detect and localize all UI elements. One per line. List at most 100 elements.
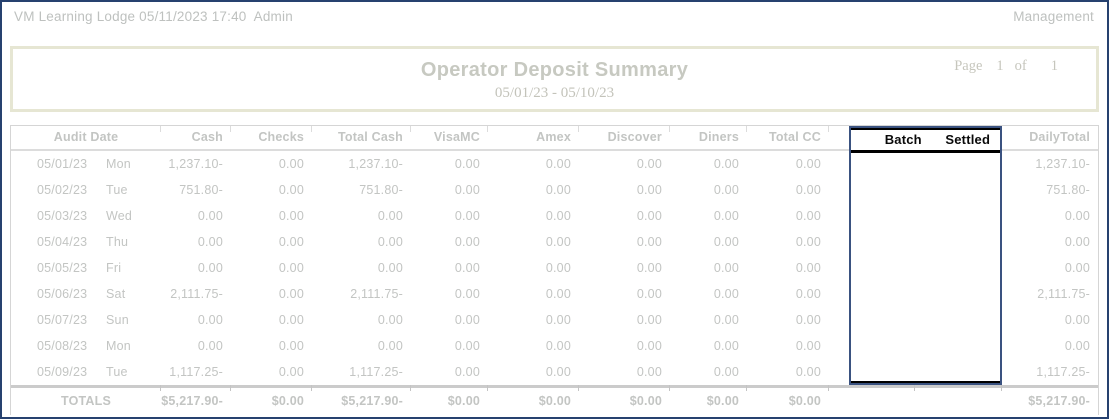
- cell-settled: [915, 255, 1002, 281]
- topbar: VM Learning Lodge 05/11/2023 17:40 Admin…: [2, 2, 1107, 24]
- column-header-visamc: VisaMC: [410, 126, 488, 149]
- cell-amex: 0.00: [545, 261, 571, 275]
- table-header-row: Audit Date Cash Checks Total Cash VisaMC Amex…: [11, 126, 1098, 151]
- cell-total_cash: 2,111.75-: [350, 287, 403, 301]
- cell-visamc: 0.00: [454, 287, 480, 301]
- audit-date: 05/05/23: [37, 261, 88, 275]
- cell-audit_date: 05/05/23 Fri: [11, 255, 161, 281]
- totals-amex: $0.00: [487, 385, 579, 415]
- cell-daily_total: 1,237.10-: [1035, 157, 1090, 171]
- cell-audit_date: 05/07/23 Sun: [11, 307, 161, 333]
- audit-day: Sun: [106, 313, 129, 327]
- cell-total_cash: 0.00: [377, 235, 403, 249]
- table-row: 05/02/23 Tue 751.80- 0.00 751.80- 0.00 0.00 0.0…: [11, 177, 1098, 203]
- report-header-band: Operator Deposit Summary 05/01/23 - 05/1…: [10, 46, 1099, 112]
- cell-diners: 0.00: [713, 183, 739, 197]
- cell-amex: 0.00: [545, 313, 571, 327]
- cell-diners: 0.00: [713, 313, 739, 327]
- cell-cash: 0.00: [197, 235, 223, 249]
- cell-amex: 0.00: [545, 157, 571, 171]
- cell-batch: [829, 307, 915, 333]
- cell-audit_date: 05/06/23 Sat: [11, 281, 161, 307]
- cell-settled: [915, 229, 1002, 255]
- totals-daily_total: $5,217.90-: [1001, 385, 1098, 415]
- report-title: Operator Deposit Summary: [420, 59, 689, 81]
- cell-total_cash: 0.00: [377, 261, 403, 275]
- column-header-diners: Diners: [669, 126, 747, 149]
- report-table: Audit Date Cash Checks Total Cash VisaMC Amex…: [10, 125, 1099, 415]
- audit-day: Thu: [106, 235, 129, 249]
- audit-date: 05/09/23: [37, 365, 88, 379]
- cell-total_cc: 0.00: [795, 235, 821, 249]
- cell-daily_total: 0.00: [1064, 261, 1090, 275]
- cell-daily_total: 751.80-: [1046, 183, 1090, 197]
- cell-checks: 0.00: [278, 183, 304, 197]
- cell-visamc: 0.00: [454, 261, 480, 275]
- cell-total_cash: 0.00: [377, 313, 403, 327]
- page-indicator: Page 1 of 1: [954, 58, 1058, 75]
- totals-divider: [11, 385, 1098, 388]
- audit-day: Mon: [106, 157, 131, 171]
- audit-day: Tue: [106, 183, 128, 197]
- audit-date: 05/02/23: [37, 183, 88, 197]
- totals-row: TOTALS $5,217.90- $0.00 $5,217.90- $0.00 $0.0…: [11, 385, 1098, 415]
- cell-discover: 0.00: [636, 235, 662, 249]
- cell-amex: 0.00: [545, 209, 571, 223]
- cell-audit_date: 05/04/23 Thu: [11, 229, 161, 255]
- cell-daily_total: 0.00: [1064, 209, 1090, 223]
- cell-audit_date: 05/03/23 Wed: [11, 203, 161, 229]
- cell-batch: [829, 333, 915, 359]
- audit-day: Tue: [106, 365, 128, 379]
- cell-discover: 0.00: [636, 313, 662, 327]
- cell-diners: 0.00: [713, 157, 739, 171]
- cell-discover: 0.00: [636, 157, 662, 171]
- cell-checks: 0.00: [278, 261, 304, 275]
- cell-diners: 0.00: [713, 235, 739, 249]
- cell-total_cash: 1,117.25-: [349, 365, 403, 379]
- cell-diners: 0.00: [713, 261, 739, 275]
- totals-batch: [828, 385, 915, 415]
- audit-day: Sat: [106, 287, 126, 301]
- cell-settled: [915, 307, 1002, 333]
- management-label: Management: [1013, 9, 1094, 24]
- cell-amex: 0.00: [545, 339, 571, 353]
- cell-total_cash: 1,237.10-: [348, 157, 403, 171]
- cell-daily_total: 0.00: [1064, 313, 1090, 327]
- column-header-daily_total: DailyTotal: [1001, 126, 1098, 149]
- cell-amex: 0.00: [545, 183, 571, 197]
- totals-cash: $5,217.90-: [160, 385, 231, 415]
- cell-cash: 2,111.75-: [170, 287, 223, 301]
- cell-visamc: 0.00: [454, 209, 480, 223]
- table-row: 05/08/23 Mon 0.00 0.00 0.00 0.00 0.00 0.00 0.00 0…: [11, 333, 1098, 359]
- of-label: of: [1014, 58, 1027, 74]
- column-header-discover: Discover: [578, 126, 670, 149]
- cell-discover: 0.00: [636, 287, 662, 301]
- totals-discover: $0.00: [578, 385, 670, 415]
- cell-visamc: 0.00: [454, 313, 480, 327]
- page-total: 1: [1050, 58, 1058, 74]
- cell-discover: 0.00: [636, 365, 662, 379]
- table-row: 05/06/23 Sat 2,111.75- 0.00 2,111.75- 0.00 0.0…: [11, 281, 1098, 307]
- cell-settled: [915, 151, 1002, 177]
- totals-label: TOTALS: [60, 394, 112, 408]
- cell-daily_total: 0.00: [1064, 339, 1090, 353]
- cell-audit_date: 05/08/23 Mon: [11, 333, 161, 359]
- audit-day: Fri: [106, 261, 122, 275]
- audit-date: 05/01/23: [37, 157, 88, 171]
- audit-date: 05/03/23: [37, 209, 88, 223]
- audit-date: 05/06/23: [37, 287, 88, 301]
- cell-batch: [829, 281, 915, 307]
- table-row: 05/05/23 Fri 0.00 0.00 0.00 0.00 0.00 0.00 0.00 0…: [11, 255, 1098, 281]
- table-row: 05/09/23 Tue 1,117.25- 0.00 1,117.25- 0.00 0.0…: [11, 359, 1098, 385]
- cell-amex: 0.00: [545, 365, 571, 379]
- cell-checks: 0.00: [278, 209, 304, 223]
- table-body: 05/01/23 Mon 1,237.10- 0.00 1,237.10- 0.00 0.0…: [11, 151, 1098, 385]
- cell-checks: 0.00: [278, 339, 304, 353]
- cell-batch: [829, 203, 915, 229]
- cell-total_cc: 0.00: [795, 287, 821, 301]
- cell-settled: [915, 177, 1002, 203]
- page-label: Page: [954, 58, 983, 74]
- cell-discover: 0.00: [636, 261, 662, 275]
- table-row: 05/04/23 Thu 0.00 0.00 0.00 0.00 0.00 0.00 0.00 0…: [11, 229, 1098, 255]
